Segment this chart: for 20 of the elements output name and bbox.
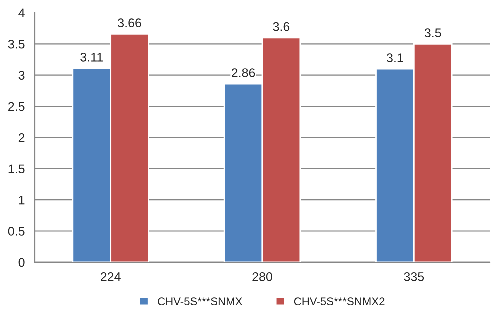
y-tick-label: 2 [18, 134, 25, 142]
data-label: 3.66 [118, 18, 142, 28]
data-label: 3.6 [273, 22, 290, 32]
y-tick-label: 4 [18, 8, 25, 18]
y-tick-label: 0 [18, 258, 25, 268]
x-tick-label: 224 [101, 272, 121, 282]
y-tick-label: 3.5 [8, 40, 25, 49]
y-tick-label: 3 [18, 71, 25, 80]
y-tick-label: 1 [19, 196, 25, 205]
y-tick-label: 1.5 [8, 164, 25, 174]
y-tick-label: 0.5 [8, 227, 25, 236]
data-label: 3.1 [386, 54, 404, 62]
y-tick-label: 2.5 [8, 102, 25, 112]
x-tick-label: 335 [404, 272, 424, 282]
data-label: 3.11 [80, 52, 103, 62]
data-label: 3.5 [424, 28, 442, 38]
x-tick-label: 280 [252, 272, 272, 282]
data-label: 2.86 [232, 68, 256, 78]
legend-label: CHV-5S***SNMX2 [294, 298, 385, 306]
legend-label: CHV-5S***SNMX [158, 298, 243, 306]
